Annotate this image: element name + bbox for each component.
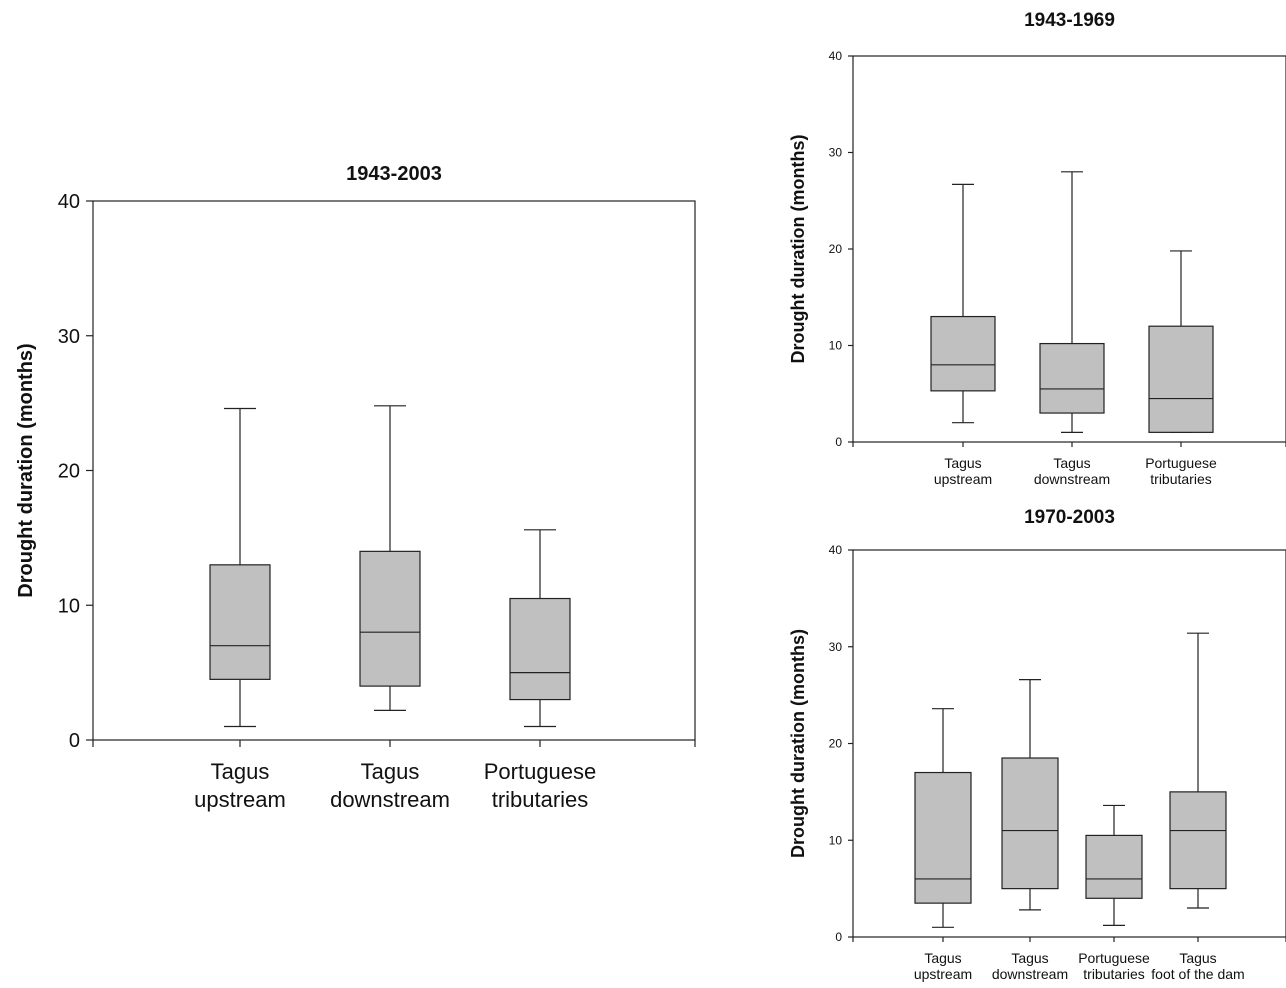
y-axis-label: Drought duration (months) [15,343,37,597]
x-tick-label: Portuguese [1078,950,1150,966]
x-tick-label: downstream [1034,471,1110,487]
chart-panel-3: 1970-2003 Drought duration (months) 0 10 20 3… [788,507,1286,982]
iqr-box [509,597,571,701]
x-tick-label: upstream [914,966,972,982]
y-axis-label: Drought duration (months) [788,629,808,858]
iqr-box [1169,791,1227,890]
x-tick-label: tributaries [1083,966,1144,982]
x-tick-label: foot of the dam [1151,966,1244,982]
y-axis-label: Drought duration (months) [788,135,808,364]
y-tick-label: 30 [829,146,843,160]
y-tick-label: 10 [829,339,843,353]
iqr-box [1039,342,1105,414]
x-tick-label: Tagus [924,950,961,966]
chart-title: 1943-2003 [346,163,442,185]
x-tick-label: Portuguese [484,759,597,784]
y-tick-label: 40 [829,49,843,63]
x-tick-label: Portuguese [1145,455,1217,471]
y-tick-label: 0 [835,435,842,449]
box-1: Tagus upstream [194,407,286,812]
x-tick-label: upstream [934,471,992,487]
x-tick-label: downstream [330,787,450,812]
y-tick-label: 30 [58,326,80,348]
x-tick-label: tributaries [492,787,589,812]
y-tick-label: 0 [69,730,80,752]
iqr-box [359,550,421,687]
x-tick-label: Tagus [1011,950,1048,966]
x-tick-label: Tagus [1179,950,1216,966]
iqr-box [1001,757,1059,890]
iqr-box [1148,325,1214,433]
x-tick-label: tributaries [1150,471,1211,487]
y-tick-label: 0 [835,930,842,944]
iqr-box [914,771,972,904]
x-tick-label: Tagus [361,759,420,784]
iqr-box [209,564,271,680]
x-tick-label: Tagus [944,455,981,471]
box-2: Tagus downstream [330,405,450,812]
box-3: Portuguese tributaries [484,529,597,812]
x-tick-label: Tagus [211,759,270,784]
y-tick-label: 40 [829,543,843,557]
chart-panel-1: 1943-2003 Drought duration (months) 0 10 20 3… [15,163,696,812]
iqr-box [930,315,996,392]
iqr-box [1085,834,1143,899]
y-tick-label: 10 [829,833,843,847]
x-tick-label: upstream [194,787,286,812]
y-tick-label: 20 [829,737,843,751]
chart-title: 1970-2003 [1024,507,1115,528]
chart-panel-2: 1943-1969 Drought duration (months) 0 10 20 3… [788,10,1286,487]
y-tick-label: 20 [829,242,843,256]
y-tick-label: 40 [58,191,80,213]
y-tick-label: 10 [58,595,80,617]
x-tick-label: Tagus [1053,455,1090,471]
y-tick-label: 30 [829,640,843,654]
chart-title: 1943-1969 [1024,10,1115,31]
y-tick-label: 20 [58,461,80,483]
x-tick-label: downstream [992,966,1068,982]
